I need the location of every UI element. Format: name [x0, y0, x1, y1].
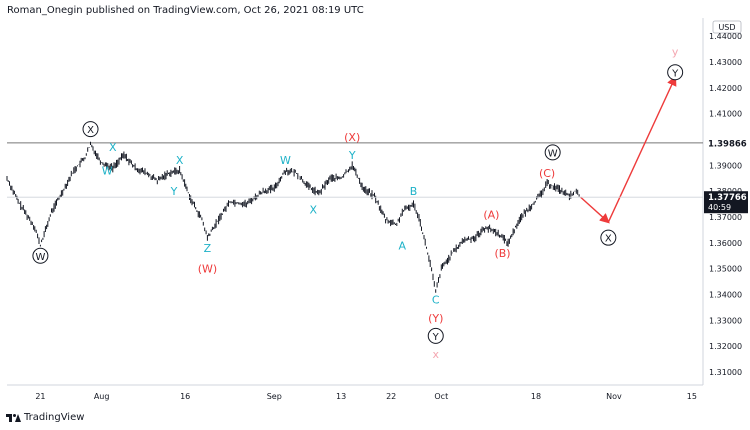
time-tick: 21 — [35, 392, 45, 401]
time-tick: 15 — [687, 392, 697, 401]
wave-label-19: (B) — [494, 247, 510, 260]
level-price-badge — [704, 136, 748, 150]
price-bars — [6, 141, 580, 293]
wave-label-w: W — [35, 252, 45, 263]
wave-label-24: y — [672, 46, 679, 59]
price-tick: 1.39000 — [709, 161, 742, 170]
currency-box — [712, 20, 742, 34]
price-tick: 1.32000 — [709, 342, 742, 351]
wave-label-18: (A) — [483, 208, 499, 221]
price-tick: 1.42000 — [709, 84, 742, 93]
wave-label-4: X — [176, 154, 184, 167]
wave-label-10: (X) — [344, 131, 360, 144]
time-tick: 16 — [180, 392, 190, 401]
wave-label-7: (W) — [198, 263, 217, 276]
wave-label-11: Y — [348, 149, 356, 162]
wave-label-14: C — [432, 294, 440, 307]
last-price-label: 1.37766 — [708, 193, 747, 203]
wave-label-6: Z — [204, 242, 212, 255]
plot-area — [7, 18, 704, 386]
price-tick: 1.37000 — [709, 213, 742, 222]
projection-arrow-2 — [607, 75, 677, 223]
wave-label-y: Y — [671, 68, 679, 79]
time-tick: Aug — [94, 392, 110, 401]
price-tick: 1.31000 — [709, 368, 742, 377]
price-tick: 1.44000 — [709, 32, 742, 41]
time-tick: 13 — [336, 392, 346, 401]
wave-label-9: X — [309, 203, 317, 216]
time-tick: Nov — [606, 392, 622, 401]
price-tick: 1.34000 — [709, 291, 742, 300]
tradingview-logo-text: TradingView — [24, 412, 85, 423]
time-tick: Sep — [267, 392, 282, 401]
tradingview-logo-icon — [6, 413, 21, 422]
wave-label-3: W — [102, 164, 113, 177]
tradingview-logo[interactable]: TradingView — [6, 412, 84, 423]
price-tick: 1.36000 — [709, 239, 742, 248]
wave-label-x: X — [605, 234, 612, 245]
wave-label-12: B — [410, 185, 418, 198]
wave-label-circle-w — [32, 247, 49, 264]
plot-background — [7, 18, 703, 385]
currency-label: USD — [718, 23, 735, 32]
wave-label-15: (Y) — [428, 312, 443, 325]
price-tick: 1.43000 — [709, 58, 742, 67]
wave-label-circle-w — [544, 144, 561, 161]
price-tick: 1.35000 — [709, 265, 742, 274]
time-axis[interactable]: 21 Aug 16 Sep 13 22 Oct 18 Nov 15 — [35, 392, 697, 401]
projection-arrow-1 — [580, 196, 610, 224]
wave-label-circle-x — [82, 121, 99, 138]
wave-label-circle-y — [427, 327, 444, 344]
time-tick: 18 — [531, 392, 541, 401]
last-price-badge — [704, 191, 748, 214]
time-tick: Oct — [434, 392, 448, 401]
wave-label-20: (C) — [539, 167, 555, 180]
wave-label-2: X — [109, 141, 117, 154]
wave-label-8: W — [280, 154, 291, 167]
time-tick: 22 — [386, 392, 396, 401]
price-series — [6, 141, 580, 293]
wave-label-y: Y — [432, 332, 440, 343]
wave-label-circle-y — [667, 64, 684, 81]
wave-label-5: Y — [170, 185, 178, 198]
wave-label-w: W — [548, 148, 558, 159]
wave-label-17: x — [432, 348, 439, 361]
wave-label-circle-x — [600, 229, 617, 246]
wave-label-x: X — [87, 125, 94, 136]
wave-label-13: A — [399, 239, 407, 252]
price-tick: 1.41000 — [709, 110, 742, 119]
projection-path — [580, 75, 677, 224]
bar-countdown: 40:59 — [708, 203, 731, 212]
price-tick: 1.33000 — [709, 316, 742, 325]
level-price-label: 1.39866 — [708, 139, 747, 149]
publisher-attribution: Roman_Onegin published on TradingView.co… — [7, 5, 364, 16]
